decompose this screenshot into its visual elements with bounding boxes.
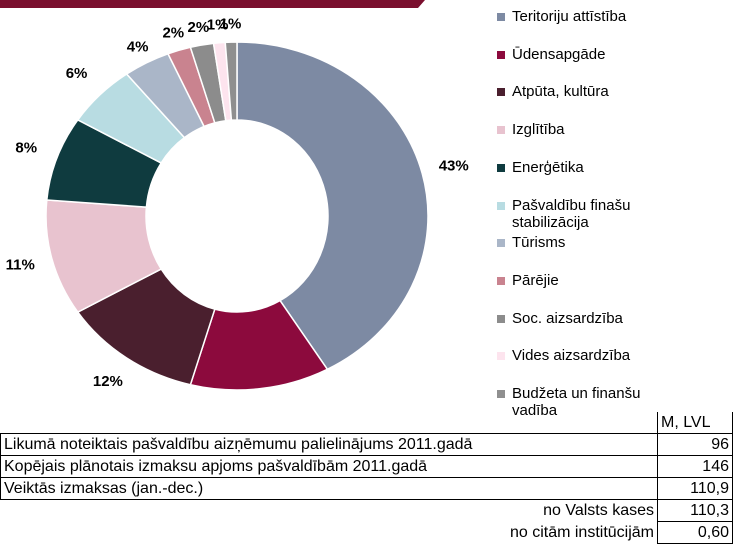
legend-swatch	[497, 126, 505, 135]
value-cell: 146	[657, 455, 733, 478]
legend-swatch	[497, 390, 505, 398]
legend-label: Vides aizsardzība	[512, 347, 631, 365]
legend-swatch	[497, 163, 505, 172]
value-cell: 110,9	[657, 477, 733, 500]
legend-label: Pašvaldību finašu stabilizācija	[512, 196, 631, 231]
table-row: Kopējais plānotais izmaksu apjoms pašval…	[0, 455, 733, 478]
value-cell: 96	[657, 433, 733, 456]
legend-swatch	[497, 314, 505, 323]
legend-item: Teritoriju attīstība	[497, 8, 682, 25]
label-cell: Likumā noteiktais pašvaldību aizņēmumu p…	[0, 433, 658, 456]
legend-swatch	[497, 13, 505, 21]
legend-item: Izglītība	[497, 121, 682, 138]
legend-label: Atpūta, kultūra	[512, 83, 609, 101]
legend-label: Soc. aizsardzība	[512, 309, 623, 327]
data-label: 12%	[93, 373, 123, 390]
table-row: no citām institūcijām 0,60	[1, 521, 733, 544]
data-label: 2%	[162, 25, 184, 42]
title-bar	[0, 0, 425, 8]
data-label: 2%	[188, 19, 210, 36]
table-row: no Valsts kases 110,3	[1, 499, 733, 522]
slice	[236, 41, 429, 371]
data-label: 1%	[207, 16, 229, 33]
legend-label: Enerģētika	[512, 158, 584, 176]
data-label: 6%	[66, 65, 88, 82]
unit: M, LVL	[657, 412, 733, 434]
label-cell: no Valsts kases	[543, 502, 654, 520]
legend-item: Enerģētika	[497, 159, 682, 176]
table-row: Likumā noteiktais pašvaldību aizņēmumu p…	[0, 433, 733, 456]
label-cell: no citām institūcijām	[509, 524, 654, 541]
value-cell: 110,3	[657, 499, 733, 522]
data-label: 4%	[127, 38, 149, 55]
legend-item: Vides aizsardzība	[497, 347, 682, 364]
legend-item: Soc. aizsardzība	[497, 310, 682, 327]
legend-swatch	[497, 50, 505, 59]
table-header: M, LVL	[1, 412, 733, 434]
legend-label: Tūrisms	[512, 234, 566, 252]
legend-label: Budžeta un finanšu vadība	[512, 385, 641, 419]
data-label: 43%	[439, 157, 469, 174]
data-label: 8%	[15, 139, 37, 156]
label-cell: Kopējais plānotais izmaksu apjoms pašval…	[0, 455, 658, 478]
table: M, LVL Likumā noteiktais pašvaldību aizņ…	[0, 412, 733, 544]
legend-swatch	[497, 276, 505, 285]
legend-swatch	[497, 239, 505, 248]
legend-label: Ūdensapgāde	[512, 45, 606, 63]
legend-swatch	[497, 88, 505, 97]
legend-swatch	[497, 201, 505, 210]
legend-item: Pašvaldību finašu stabilizācija	[497, 197, 682, 231]
data-label: 1%	[220, 16, 242, 33]
legend-label: Izglītība	[512, 121, 565, 139]
label-cell: Veiktās izmaksas (jan.-dec.)	[0, 477, 658, 500]
legend-label: Teritoriju attīstība	[512, 8, 627, 25]
data-label: 11%	[6, 257, 35, 274]
data-label: 12%	[249, 409, 279, 412]
legend-item: Budžeta un finanšu vadība	[497, 385, 682, 419]
legend-swatch	[497, 352, 505, 361]
table-row: Veiktās izmaksas (jan.-dec.) 110,9	[0, 477, 733, 500]
legend-item: Tūrisms	[497, 234, 682, 251]
legend-item: Pārējie	[497, 272, 682, 289]
legend-label: Pārējie	[512, 271, 559, 289]
legend-item: Ūdensapgāde	[497, 46, 682, 63]
legend-item: Atpūta, kultūra	[497, 83, 682, 100]
chart: 43%12%12%11%8%6%4%2%2%1%1%	[0, 0, 469, 412]
slice	[224, 41, 238, 121]
value-cell: 0,60	[657, 521, 733, 544]
